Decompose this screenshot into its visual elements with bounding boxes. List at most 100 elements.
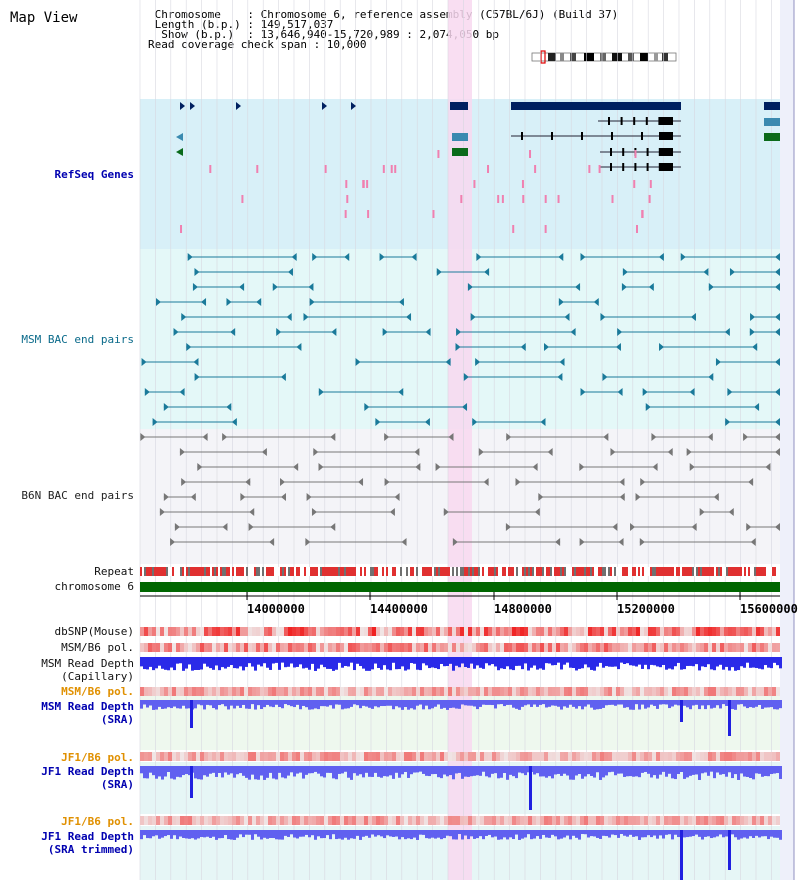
pol-strip-cell (516, 627, 520, 636)
repeat-segment (596, 567, 598, 576)
pol-strip-cell (480, 643, 484, 652)
repeat-segment (720, 567, 722, 576)
msm-bac-end (600, 313, 606, 321)
depth-bar (206, 830, 209, 837)
pol-strip-cell (308, 627, 312, 636)
msm-bac-end (559, 358, 565, 366)
depth-bar (401, 657, 404, 667)
pol-strip-cell (512, 687, 516, 696)
pol-strip-cell (208, 752, 212, 761)
repeat-segment (650, 567, 652, 576)
depth-bar (356, 766, 359, 776)
pol-strip-cell (584, 752, 588, 761)
pol-strip-cell (256, 643, 260, 652)
pol-strip-cell (520, 816, 524, 825)
depth-bar (536, 766, 539, 774)
pol-strip-cell (256, 627, 260, 636)
pol-strip-cell (572, 627, 576, 636)
depth-bar (407, 657, 410, 670)
msm-bac-end (194, 268, 200, 276)
depth-bar (140, 830, 143, 840)
pol-strip-cell (212, 687, 216, 696)
pol-strip-cell (744, 643, 748, 652)
depth-bar (779, 766, 782, 779)
pol-strip-cell (408, 752, 412, 761)
depth-bar (488, 766, 491, 778)
depth-bar (497, 830, 500, 840)
pol-strip-cell (324, 752, 328, 761)
depth-bar (191, 657, 194, 671)
refseq-genes-label[interactable]: RefSeq Genes (54, 168, 134, 181)
pol-strip-cell (196, 752, 200, 761)
pol-strip-cell (608, 816, 612, 825)
repeat-segment (294, 567, 296, 576)
pol-strip-cell (624, 816, 628, 825)
pol-strip-cell (728, 643, 732, 652)
depth-bar (242, 657, 245, 671)
b6n-bac-end (579, 463, 585, 471)
msm-bac-end (226, 403, 232, 411)
repeat-segment (722, 567, 724, 576)
pol-strip-cell (248, 752, 252, 761)
repeat-segment (616, 567, 618, 576)
msm-bac-end (749, 328, 755, 336)
pol-strip-cell (328, 687, 332, 696)
repeat-segment (196, 567, 198, 576)
depth-bar (719, 657, 722, 665)
pol-strip-cell (512, 643, 516, 652)
depth-bar (491, 830, 494, 838)
msm-bac-end (303, 313, 309, 321)
pol-strip-cell (476, 816, 480, 825)
pol-strip-cell (752, 752, 756, 761)
pol-strip-cell (716, 816, 720, 825)
depth-bar (185, 766, 188, 775)
pol-strip-cell (168, 643, 172, 652)
pol-strip-cell (412, 752, 416, 761)
gene-tick (501, 195, 504, 203)
pol-strip-cell (708, 627, 712, 636)
pol-strip-cell (372, 687, 376, 696)
depth-bar (356, 700, 359, 706)
depth-bar (428, 830, 431, 839)
b6n-bac-label[interactable]: B6N BAC end pairs (21, 489, 134, 502)
depth-bar (548, 657, 551, 664)
pol-strip-cell (240, 687, 244, 696)
depth-bar (668, 657, 671, 669)
pol-strip-cell (308, 687, 312, 696)
pol-strip-cell (444, 752, 448, 761)
depth-bar (212, 830, 215, 837)
depth-bar (704, 657, 707, 668)
depth-bar (242, 830, 245, 838)
depth-bar (377, 766, 380, 777)
depth-bar (350, 657, 353, 663)
repeat-segment (680, 567, 682, 576)
depth-bar (404, 657, 407, 671)
depth-bar (389, 700, 392, 706)
msm-bac-end (187, 253, 193, 261)
pol-strip-cell (240, 752, 244, 761)
pol-strip-cell (508, 752, 512, 761)
pol-strip-cell (480, 627, 484, 636)
gene-tick (390, 165, 393, 173)
depth-bar (233, 766, 236, 778)
pol-strip-cell (448, 643, 452, 652)
depth-bar (338, 657, 341, 663)
depth-bar (620, 766, 623, 774)
repeat-segment (606, 567, 608, 576)
msm-bac-label[interactable]: MSM BAC end pairs (21, 333, 134, 346)
pol-strip-cell (752, 627, 756, 636)
depth-bar (338, 700, 341, 705)
pol-strip-cell (324, 687, 328, 696)
pol-strip-cell (264, 627, 268, 636)
repeat-segment (422, 567, 424, 576)
depth-bar (353, 700, 356, 705)
pol-strip-cell (164, 752, 168, 761)
pol-strip-cell (324, 816, 328, 825)
pol-strip-cell (468, 627, 472, 636)
depth-bar (476, 700, 479, 710)
pol-strip-cell (692, 643, 696, 652)
pol-strip-cell (520, 752, 524, 761)
pol-strip-cell (724, 627, 728, 636)
gene-tick (649, 180, 652, 188)
